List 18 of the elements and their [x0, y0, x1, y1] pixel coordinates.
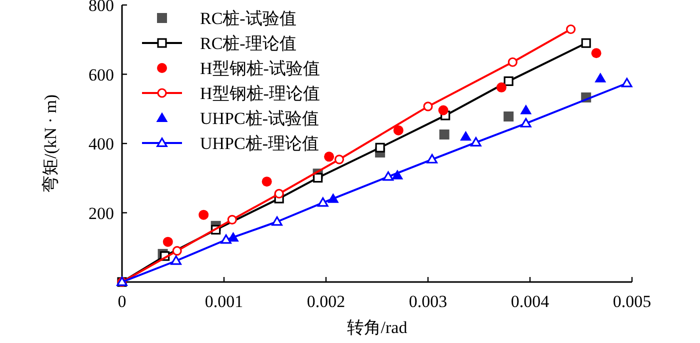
x-axis-title: 转角/rad	[346, 318, 408, 337]
y-axis-title: 弯矩/(kN · m)	[41, 94, 60, 193]
legend-label: UHPC桩-试验值	[200, 109, 320, 128]
legend-label: RC桩-试验值	[200, 9, 296, 28]
x-tick-label: 0.002	[306, 292, 346, 311]
y-tick-label: 200	[88, 204, 114, 223]
x-tick-label: 0	[118, 292, 126, 311]
legend-label: RC桩-理论值	[200, 34, 296, 53]
legend-label: H型钢桩-理论值	[200, 84, 320, 103]
x-tick-label: 0.004	[510, 292, 550, 311]
y-tick-label: 800	[88, 0, 114, 15]
y-tick-label: 400	[88, 134, 114, 154]
legend-label: H型钢桩-试验值	[200, 59, 320, 78]
legend-label: UHPC桩-理论值	[200, 134, 320, 153]
x-tick-label: 0.003	[408, 292, 448, 311]
x-tick-label: 0.005	[612, 292, 652, 311]
y-tick-label: 600	[88, 65, 114, 84]
x-tick-label: 0.001	[204, 292, 244, 311]
